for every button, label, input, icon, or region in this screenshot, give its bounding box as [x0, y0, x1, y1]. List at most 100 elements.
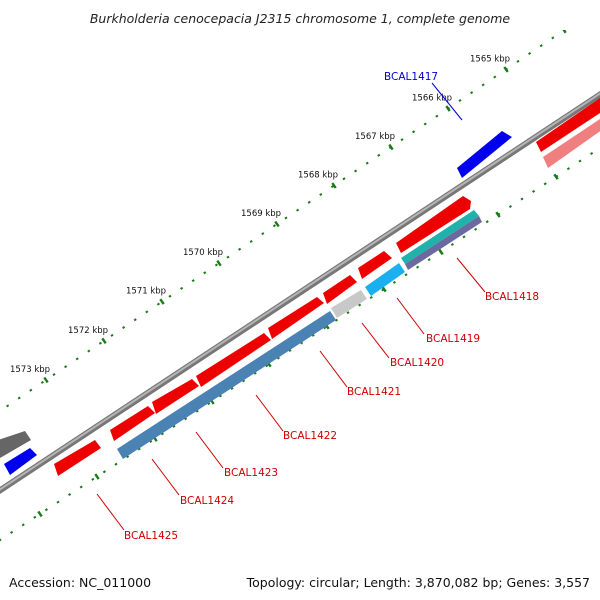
outer-track-dot	[226, 255, 230, 259]
inner-major-tick	[94, 473, 100, 480]
gene-arrow-bcal1420[interactable]	[323, 275, 357, 304]
outer-track-dot	[168, 294, 172, 298]
outer-track-dot	[98, 341, 102, 345]
gene-label-bcal1420[interactable]: BCAL1420	[390, 357, 444, 369]
inner-track-dot	[33, 515, 37, 519]
outer-track-dot	[365, 161, 369, 165]
outer-track-dot	[342, 177, 346, 181]
gene-arrow-bcal1419[interactable]	[358, 251, 392, 279]
outer-track-dot	[52, 373, 56, 377]
outer-track-dot	[319, 192, 323, 196]
inner-track-dot	[462, 235, 466, 239]
outer-track-dot	[261, 232, 265, 236]
cds-block-lightgrey[interactable]	[331, 290, 367, 318]
outer-track-dot	[122, 326, 126, 330]
gene-label-bcal1418[interactable]: BCAL1418	[485, 291, 539, 303]
outer-track-dot	[249, 239, 253, 243]
gene-arrow-right-edge-2[interactable]	[543, 115, 600, 168]
inner-track-dot	[300, 341, 304, 345]
outer-track-dot	[470, 91, 474, 95]
inner-track-dot	[195, 409, 199, 413]
map-title: Burkholderia cenocepacia J2315 chromosom…	[90, 11, 511, 26]
gene-label-bcal1425[interactable]: BCAL1425	[124, 530, 178, 542]
inner-track-dot	[590, 151, 594, 156]
outer-major-tick	[562, 30, 567, 34]
gene-arrow-bcal1418[interactable]	[396, 196, 471, 253]
inner-track-dot	[91, 477, 95, 481]
cds-block-slate[interactable]	[405, 216, 482, 270]
outer-major-tick	[503, 66, 509, 73]
inner-track-dot	[532, 189, 536, 193]
outer-track-dot	[435, 114, 439, 118]
inner-track-dot	[520, 197, 524, 201]
gene-label-bcal1421[interactable]: BCAL1421	[347, 386, 401, 398]
inner-track-dot	[323, 326, 327, 330]
outer-track-dot	[64, 365, 68, 369]
outer-major-tick	[43, 376, 49, 384]
label-leaders	[96, 82, 486, 531]
cds-block-teal[interactable]	[401, 210, 479, 264]
inner-track-dot	[242, 379, 246, 383]
inner-major-tick	[37, 510, 43, 518]
chromosome-axis-highlight	[0, 92, 600, 491]
inner-track-dot	[474, 227, 478, 231]
gene-label-bcal1417[interactable]: BCAL1417	[384, 71, 438, 83]
gene-label-bcal1423[interactable]: BCAL1423	[224, 467, 278, 479]
gene-arrow-left-grey[interactable]	[0, 431, 31, 458]
inner-track-dot	[334, 318, 338, 322]
gene-arrow-right-edge-1[interactable]	[536, 98, 600, 152]
inner-track-dot	[416, 265, 420, 269]
outer-track-dot	[493, 75, 497, 79]
inner-track-dot	[137, 447, 141, 451]
cds-block-cyan[interactable]	[365, 263, 405, 296]
outer-track-dot	[6, 404, 10, 408]
gene-arrow-bcal1424[interactable]	[110, 406, 155, 441]
outer-track-dot	[87, 349, 91, 353]
inner-track-dot	[450, 242, 454, 246]
outer-track-dot	[29, 388, 33, 392]
gene-arrow-bcal1423[interactable]	[152, 379, 199, 414]
inner-track-dot	[578, 159, 582, 163]
outer-track-dot	[575, 22, 577, 23]
feature-layer	[0, 98, 600, 476]
gene-label-bcal1422[interactable]: BCAL1422	[283, 430, 337, 442]
gene-label-bcal1424[interactable]: BCAL1424	[180, 495, 234, 507]
outer-track-dot	[296, 208, 300, 212]
inner-track-dot	[0, 538, 2, 542]
inner-track-dot	[10, 530, 14, 534]
gene-arrow-bcal1422[interactable]	[196, 333, 271, 387]
gene-arrow-left-blue[interactable]	[4, 448, 37, 475]
inner-track-dot	[485, 220, 489, 224]
inner-major-tick	[438, 248, 444, 256]
inner-track-dot	[102, 470, 106, 474]
inner-track-dot	[126, 455, 130, 459]
scale-tick-label: 1568 kbp	[298, 171, 338, 181]
inner-track-dot	[230, 386, 234, 390]
gene-arrow-bcal1417[interactable]	[457, 131, 512, 178]
inner-track-dot	[172, 424, 176, 428]
inner-track-dot	[56, 500, 60, 504]
inner-track-dot	[265, 364, 269, 368]
outer-track-dot	[377, 153, 381, 157]
outer-tick-track: 1564 kbp 1565 kbp 1566 kbp 1567 kbp 1568 kbp…	[6, 22, 577, 408]
outer-track-dot	[133, 318, 137, 322]
outer-track-dot	[307, 200, 311, 204]
outer-track-dot	[412, 130, 416, 134]
scale-tick-label: 1573 kbp	[10, 365, 50, 375]
inner-track-dot	[68, 493, 72, 497]
outer-major-tick	[388, 143, 394, 151]
inner-track-dot	[508, 205, 512, 209]
cds-block-steelblue[interactable]	[117, 311, 336, 459]
inner-track-dot	[427, 258, 431, 262]
inner-track-dot	[79, 485, 83, 489]
outer-track-dot	[75, 357, 79, 361]
scale-tick-label: 1565 kbp	[470, 54, 510, 64]
scale-tick-label: 1569 kbp	[241, 209, 281, 219]
gene-arrow-bcal1425[interactable]	[54, 440, 101, 476]
outer-major-tick	[159, 298, 165, 305]
scale-tick-label: 1567 kbp	[355, 132, 395, 142]
gene-label-bcal1419[interactable]: BCAL1419	[426, 333, 480, 345]
gene-arrow-bcal1421[interactable]	[268, 297, 324, 339]
inner-track-dot	[288, 349, 292, 353]
